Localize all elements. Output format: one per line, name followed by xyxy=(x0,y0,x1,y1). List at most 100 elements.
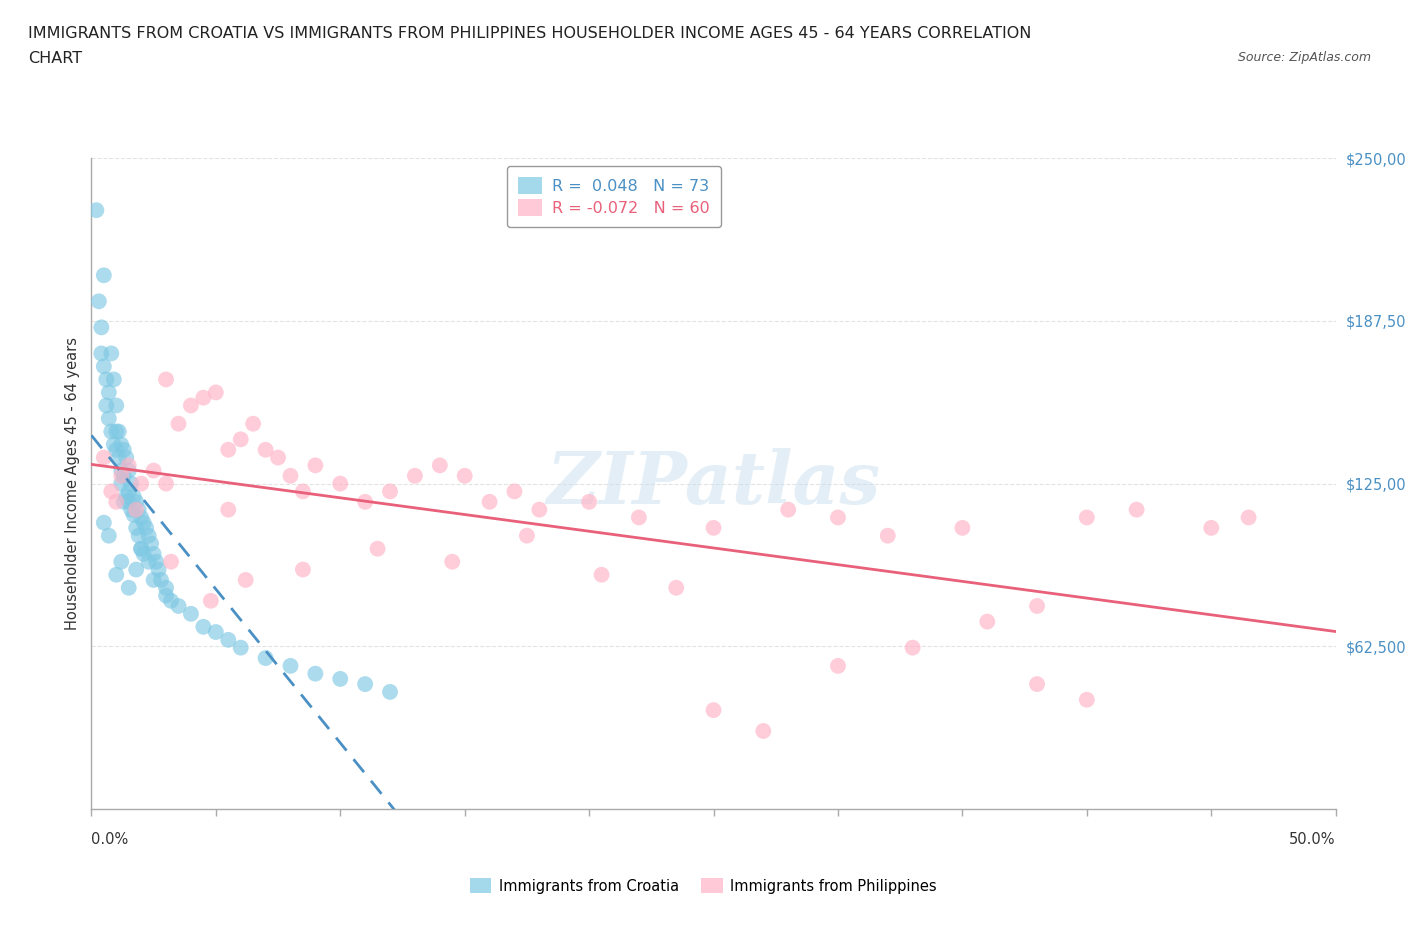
Point xyxy=(180,606,202,621)
Point xyxy=(254,651,277,666)
Y-axis label: Householder Income Ages 45 - 64 years: Householder Income Ages 45 - 64 years xyxy=(65,337,80,631)
Point xyxy=(453,469,475,484)
Point xyxy=(367,541,389,556)
Point xyxy=(291,562,314,577)
Point xyxy=(97,411,120,426)
Point xyxy=(139,536,162,551)
Point xyxy=(329,671,352,686)
Point xyxy=(120,502,142,517)
Point xyxy=(105,424,128,439)
Point xyxy=(110,463,132,478)
Point xyxy=(110,469,132,484)
Point xyxy=(950,521,973,536)
Point xyxy=(193,619,215,634)
Point xyxy=(93,359,115,374)
Point xyxy=(876,528,898,543)
Point xyxy=(135,521,157,536)
Point xyxy=(217,632,239,647)
Point xyxy=(516,528,538,543)
Point xyxy=(120,476,142,491)
Point xyxy=(105,398,128,413)
Point xyxy=(86,203,108,218)
Point xyxy=(229,432,252,446)
Point xyxy=(478,495,501,510)
Point xyxy=(304,666,326,681)
Point xyxy=(105,567,128,582)
Point xyxy=(100,346,122,361)
Point xyxy=(105,443,128,458)
Point xyxy=(827,510,849,525)
Point xyxy=(378,684,401,699)
Point xyxy=(180,398,202,413)
Point xyxy=(200,593,222,608)
Point xyxy=(107,450,129,465)
Point xyxy=(280,469,302,484)
Point xyxy=(160,593,183,608)
Point xyxy=(122,489,145,504)
Point xyxy=(235,573,257,588)
Point xyxy=(976,614,998,629)
Point xyxy=(160,554,183,569)
Point xyxy=(591,567,613,582)
Point xyxy=(254,443,277,458)
Point xyxy=(1026,599,1049,614)
Point xyxy=(125,502,148,517)
Point xyxy=(122,508,145,523)
Point xyxy=(115,489,138,504)
Point xyxy=(97,528,120,543)
Text: 50.0%: 50.0% xyxy=(1289,832,1336,847)
Point xyxy=(242,417,264,432)
Text: IMMIGRANTS FROM CROATIA VS IMMIGRANTS FROM PHILIPPINES HOUSEHOLDER INCOME AGES 4: IMMIGRANTS FROM CROATIA VS IMMIGRANTS FR… xyxy=(28,26,1032,41)
Point xyxy=(110,437,132,452)
Point xyxy=(93,450,115,465)
Point xyxy=(1076,692,1098,707)
Point xyxy=(118,495,141,510)
Point xyxy=(291,484,314,498)
Text: ZIPatlas: ZIPatlas xyxy=(547,448,880,519)
Point xyxy=(129,541,152,556)
Point xyxy=(148,562,170,577)
Point xyxy=(129,510,152,525)
Text: CHART: CHART xyxy=(28,51,82,66)
Point xyxy=(627,510,650,525)
Point xyxy=(304,458,326,472)
Point xyxy=(503,484,526,498)
Point xyxy=(125,562,148,577)
Point xyxy=(193,391,215,405)
Point xyxy=(217,443,239,458)
Point xyxy=(112,469,135,484)
Point xyxy=(110,554,132,569)
Legend: Immigrants from Croatia, Immigrants from Philippines: Immigrants from Croatia, Immigrants from… xyxy=(464,872,942,899)
Point xyxy=(578,495,600,510)
Point xyxy=(155,372,177,387)
Point xyxy=(118,484,141,498)
Point xyxy=(138,528,160,543)
Point xyxy=(100,424,122,439)
Point xyxy=(105,495,128,510)
Point xyxy=(1125,502,1147,517)
Point xyxy=(128,502,150,517)
Point xyxy=(378,484,401,498)
Point xyxy=(103,437,125,452)
Point xyxy=(429,458,451,472)
Point xyxy=(404,469,426,484)
Point xyxy=(329,476,352,491)
Point xyxy=(142,463,165,478)
Point xyxy=(1237,510,1260,525)
Point xyxy=(96,398,118,413)
Point xyxy=(118,463,141,478)
Point xyxy=(354,677,377,692)
Point xyxy=(107,424,129,439)
Point xyxy=(132,515,155,530)
Point xyxy=(280,658,302,673)
Point xyxy=(529,502,551,517)
Point xyxy=(90,346,112,361)
Point xyxy=(93,268,115,283)
Point xyxy=(87,294,110,309)
Point xyxy=(118,458,141,472)
Point xyxy=(112,495,135,510)
Point xyxy=(1201,521,1223,536)
Point xyxy=(1076,510,1098,525)
Point xyxy=(665,580,688,595)
Point xyxy=(96,372,118,387)
